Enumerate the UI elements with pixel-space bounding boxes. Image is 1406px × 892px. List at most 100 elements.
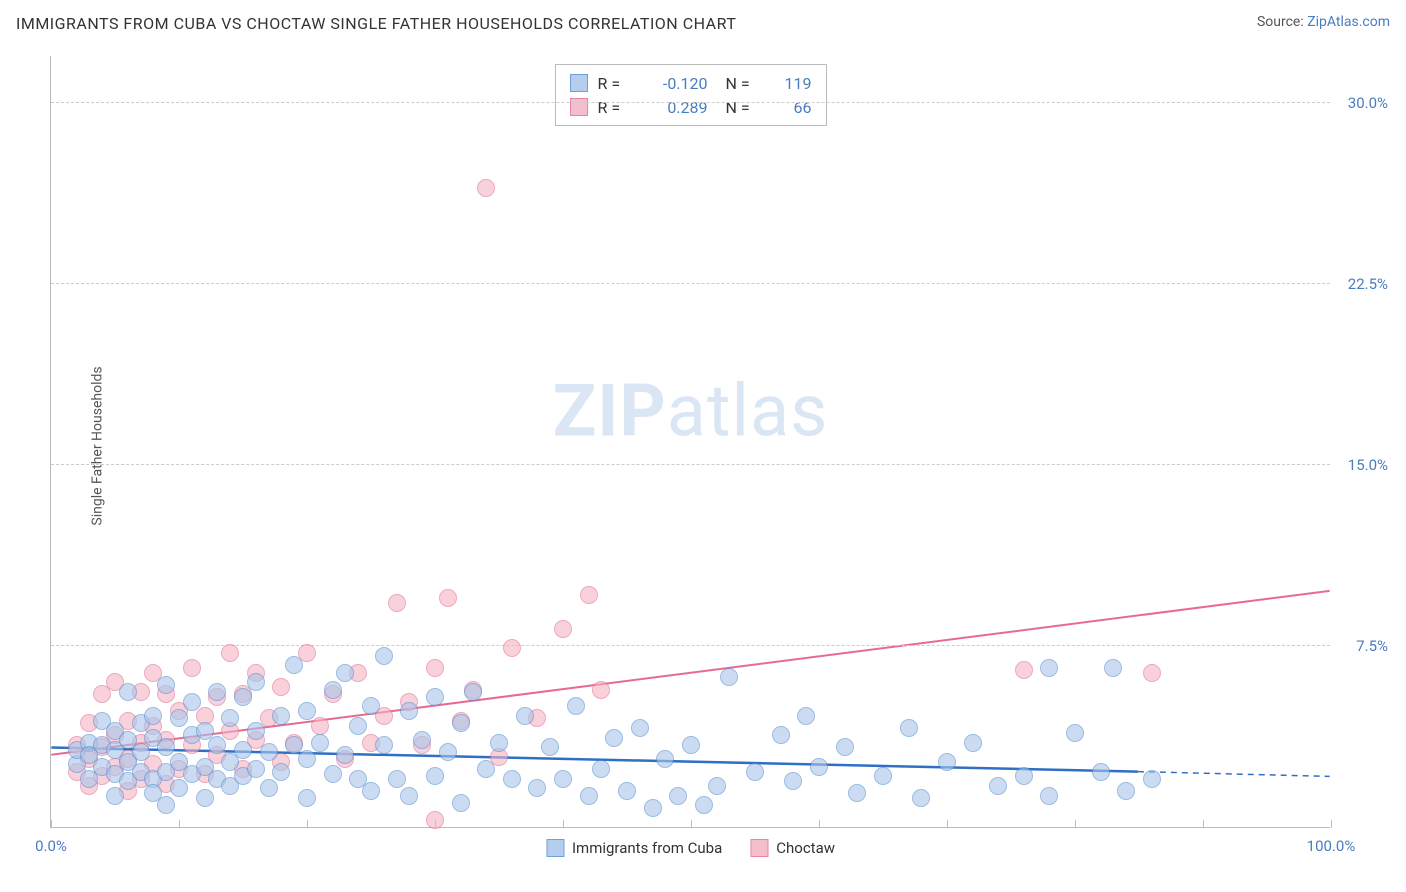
source-attribution: Source: ZipAtlas.com	[1257, 14, 1390, 30]
plot-area: ZIPatlas R = -0.120 N = 119 R = 0.289 N …	[50, 56, 1330, 828]
legend-swatch-pink	[750, 839, 768, 857]
blue-point	[375, 647, 393, 665]
legend-n-value-pink: 66	[772, 98, 812, 117]
blue-point	[144, 707, 162, 725]
x-tick-label: 100.0%	[1307, 837, 1356, 855]
blue-point	[516, 707, 534, 725]
blue-point	[375, 736, 393, 754]
blue-point	[503, 770, 521, 788]
pink-point	[221, 644, 239, 662]
blue-point	[989, 777, 1007, 795]
gridline-horizontal	[51, 464, 1330, 465]
legend-n-label: N =	[726, 98, 762, 117]
blue-point	[362, 782, 380, 800]
blue-point	[580, 787, 598, 805]
pink-point	[311, 717, 329, 735]
blue-point	[196, 722, 214, 740]
legend-label-pink: Choctaw	[776, 839, 835, 857]
blue-point	[247, 722, 265, 740]
blue-point	[426, 688, 444, 706]
blue-point	[541, 738, 559, 756]
pink-point	[439, 589, 457, 607]
pink-point	[592, 681, 610, 699]
blue-point	[157, 676, 175, 694]
pink-point	[477, 179, 495, 197]
blue-point	[1040, 787, 1058, 805]
source-prefix: Source:	[1257, 14, 1307, 30]
blue-point	[298, 789, 316, 807]
pink-point	[426, 811, 444, 829]
blue-point	[938, 753, 956, 771]
legend-row-blue: R = -0.120 N = 119	[570, 71, 812, 95]
blue-point	[324, 765, 342, 783]
blue-point	[1092, 763, 1110, 781]
x-tick	[1075, 820, 1076, 828]
x-tick	[691, 820, 692, 828]
blue-point	[1143, 770, 1161, 788]
blue-point	[439, 743, 457, 761]
pink-point	[503, 639, 521, 657]
blue-point	[912, 789, 930, 807]
x-tick	[1203, 820, 1204, 828]
blue-point	[618, 782, 636, 800]
blue-point	[708, 777, 726, 795]
blue-point	[784, 772, 802, 790]
blue-point	[1040, 659, 1058, 677]
blue-point	[349, 717, 367, 735]
x-tick	[51, 820, 52, 828]
blue-point	[874, 767, 892, 785]
blue-point	[656, 750, 674, 768]
blue-point	[106, 787, 124, 805]
blue-point	[221, 709, 239, 727]
blue-point	[362, 697, 380, 715]
watermark: ZIPatlas	[553, 368, 829, 453]
blue-point	[170, 779, 188, 797]
blue-point	[208, 736, 226, 754]
blue-point	[119, 683, 137, 701]
blue-point	[964, 734, 982, 752]
blue-point	[298, 702, 316, 720]
blue-point	[836, 738, 854, 756]
blue-point	[157, 796, 175, 814]
blue-point	[772, 726, 790, 744]
blue-point	[196, 789, 214, 807]
gridline-horizontal	[51, 283, 1330, 284]
blue-point	[848, 784, 866, 802]
blue-point	[170, 709, 188, 727]
blue-point	[720, 668, 738, 686]
blue-point	[324, 681, 342, 699]
blue-point	[400, 787, 418, 805]
blue-point	[644, 799, 662, 817]
blue-point	[528, 779, 546, 797]
blue-point	[336, 746, 354, 764]
blue-point	[413, 731, 431, 749]
blue-point	[1117, 782, 1135, 800]
blue-point	[260, 743, 278, 761]
y-tick-label: 7.5%	[1356, 637, 1388, 655]
blue-point	[285, 736, 303, 754]
legend-swatch-blue	[546, 839, 564, 857]
blue-point	[567, 697, 585, 715]
blue-point	[285, 656, 303, 674]
blue-point	[272, 707, 290, 725]
pink-point	[1015, 661, 1033, 679]
pink-point	[272, 678, 290, 696]
blue-point	[464, 683, 482, 701]
blue-point	[247, 673, 265, 691]
x-tick	[179, 820, 180, 828]
blue-point	[682, 736, 700, 754]
blue-point	[336, 664, 354, 682]
blue-point	[631, 719, 649, 737]
x-tick	[819, 820, 820, 828]
pink-point	[388, 594, 406, 612]
blue-point	[260, 779, 278, 797]
blue-point	[669, 787, 687, 805]
blue-point	[298, 750, 316, 768]
blue-point	[234, 688, 252, 706]
pink-point	[554, 620, 572, 638]
blue-point	[1015, 767, 1033, 785]
blue-point	[234, 741, 252, 759]
x-tick	[947, 820, 948, 828]
source-link[interactable]: ZipAtlas.com	[1307, 14, 1390, 30]
legend-r-label: R =	[598, 74, 634, 93]
